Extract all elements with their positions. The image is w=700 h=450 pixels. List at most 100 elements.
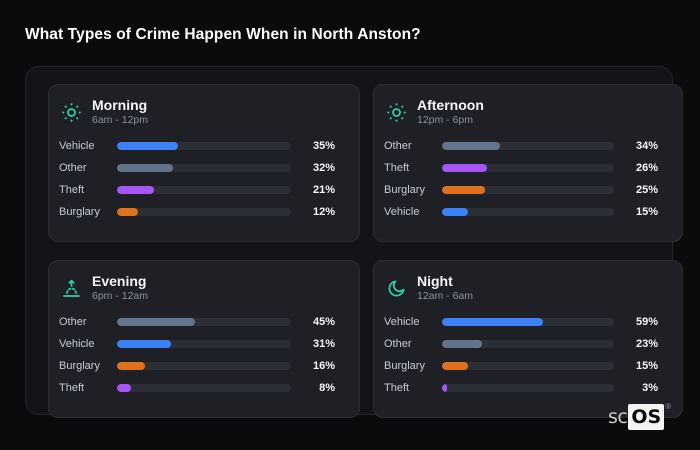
bar-fill — [442, 340, 482, 348]
panel-title: Morning — [92, 97, 148, 113]
bar-fill — [117, 384, 131, 392]
panel-title: Evening — [92, 273, 147, 289]
bar-track — [117, 208, 291, 216]
bar-row-theft: Theft 8% — [59, 377, 335, 399]
bar-fill — [117, 186, 154, 194]
bar-fill — [117, 208, 138, 216]
panel-time-range: 6am - 12pm — [92, 114, 149, 126]
bar-value-label: 32% — [312, 162, 335, 174]
time-panel-afternoon: Afternoon 12pm - 6pm Other 34% Theft 26% B… — [373, 84, 683, 242]
bar-category-label: Theft — [59, 382, 85, 394]
watermark-box: OS — [628, 404, 665, 430]
bar-row-vehicle: Vehicle 15% — [384, 201, 658, 223]
bar-value-label: 23% — [635, 338, 658, 350]
bar-fill — [117, 362, 145, 370]
moon-icon — [386, 278, 407, 299]
bar-row-burglary: Burglary 15% — [384, 355, 658, 377]
sun-dots-icon — [61, 102, 82, 123]
bar-track — [117, 142, 291, 150]
bar-value-label: 15% — [635, 206, 658, 218]
bar-value-label: 16% — [312, 360, 335, 372]
bar-category-label: Vehicle — [59, 338, 95, 350]
bar-row-other: Other 45% — [59, 311, 335, 333]
panel-heading: Morning 6am - 12pm — [92, 97, 148, 127]
panel-time-range: 6pm - 12am — [92, 290, 149, 302]
bar-rows: Other 45% Vehicle 31% Burglary 16% Theft 8% — [59, 311, 335, 399]
bar-fill — [442, 318, 544, 326]
bar-row-vehicle: Vehicle 59% — [384, 311, 658, 333]
bar-track — [117, 340, 291, 348]
bar-track — [442, 384, 614, 392]
bar-value-label: 12% — [312, 206, 335, 218]
bar-row-theft: Theft 26% — [384, 157, 658, 179]
registered-mark-icon: ® — [665, 402, 672, 411]
bar-row-vehicle: Vehicle 31% — [59, 333, 335, 355]
bar-fill — [442, 384, 448, 392]
bar-category-label: Vehicle — [384, 206, 420, 218]
bar-track — [117, 164, 291, 172]
bar-category-label: Burglary — [59, 360, 100, 372]
watermark-prefix: sc — [608, 406, 628, 428]
bar-row-burglary: Burglary 25% — [384, 179, 658, 201]
panel-title: Afternoon — [417, 97, 484, 113]
bar-fill — [117, 340, 171, 348]
bar-category-label: Other — [384, 140, 412, 152]
bar-category-label: Burglary — [384, 360, 425, 372]
bar-category-label: Vehicle — [59, 140, 95, 152]
bar-value-label: 25% — [635, 184, 658, 196]
panel-header: Afternoon 12pm - 6pm — [386, 97, 658, 127]
scos-watermark: sc OS ® — [608, 402, 672, 430]
bar-rows: Vehicle 59% Other 23% Burglary 15% Theft 3% — [384, 311, 658, 399]
bar-category-label: Other — [59, 316, 87, 328]
bar-track — [442, 362, 614, 370]
bar-track — [117, 384, 291, 392]
bar-row-other: Other 32% — [59, 157, 335, 179]
page-title: What Types of Crime Happen When in North… — [25, 26, 421, 43]
bar-category-label: Other — [384, 338, 412, 350]
bar-rows: Vehicle 35% Other 32% Theft 21% Burglary 12… — [59, 135, 335, 223]
bar-category-label: Burglary — [59, 206, 100, 218]
bar-track — [442, 208, 614, 216]
bar-category-label: Burglary — [384, 184, 425, 196]
bar-row-burglary: Burglary 16% — [59, 355, 335, 377]
bar-track — [442, 164, 614, 172]
time-panel-night: Night 12am - 6am Vehicle 59% Other 23% Bur… — [373, 260, 683, 418]
bar-row-theft: Theft 3% — [384, 377, 658, 399]
panel-header: Evening 6pm - 12am — [61, 273, 335, 303]
bar-value-label: 45% — [312, 316, 335, 328]
bar-value-label: 35% — [312, 140, 335, 152]
panel-heading: Night 12am - 6am — [417, 273, 473, 303]
bar-value-label: 26% — [635, 162, 658, 174]
bar-row-other: Other 34% — [384, 135, 658, 157]
bar-rows: Other 34% Theft 26% Burglary 25% Vehicle 15… — [384, 135, 658, 223]
bar-category-label: Vehicle — [384, 316, 420, 328]
sunrise-icon — [61, 278, 82, 299]
bar-fill — [442, 362, 468, 370]
panel-heading: Evening 6pm - 12am — [92, 273, 148, 303]
time-panel-morning: Morning 6am - 12pm Vehicle 35% Other 32% T… — [48, 84, 360, 242]
time-panel-evening: Evening 6pm - 12am Other 45% Vehicle 31% B… — [48, 260, 360, 418]
bar-track — [442, 186, 614, 194]
bar-value-label: 34% — [635, 140, 658, 152]
bar-row-burglary: Burglary 12% — [59, 201, 335, 223]
bar-category-label: Theft — [59, 184, 85, 196]
bar-category-label: Theft — [384, 382, 410, 394]
bar-fill — [442, 142, 501, 150]
bar-category-label: Theft — [384, 162, 410, 174]
bar-fill — [442, 186, 485, 194]
bar-track — [117, 362, 291, 370]
bar-value-label: 8% — [319, 382, 335, 394]
bar-category-label: Other — [59, 162, 87, 174]
bar-value-label: 21% — [312, 184, 335, 196]
panel-heading: Afternoon 12pm - 6pm — [417, 97, 484, 127]
bar-fill — [117, 142, 178, 150]
bar-row-theft: Theft 21% — [59, 179, 335, 201]
bar-value-label: 3% — [642, 382, 658, 394]
bar-fill — [117, 164, 173, 172]
bar-fill — [117, 318, 196, 326]
sun-dots-icon — [386, 102, 407, 123]
bar-track — [442, 318, 614, 326]
bar-value-label: 59% — [635, 316, 658, 328]
bar-track — [117, 318, 291, 326]
bar-track — [442, 142, 614, 150]
